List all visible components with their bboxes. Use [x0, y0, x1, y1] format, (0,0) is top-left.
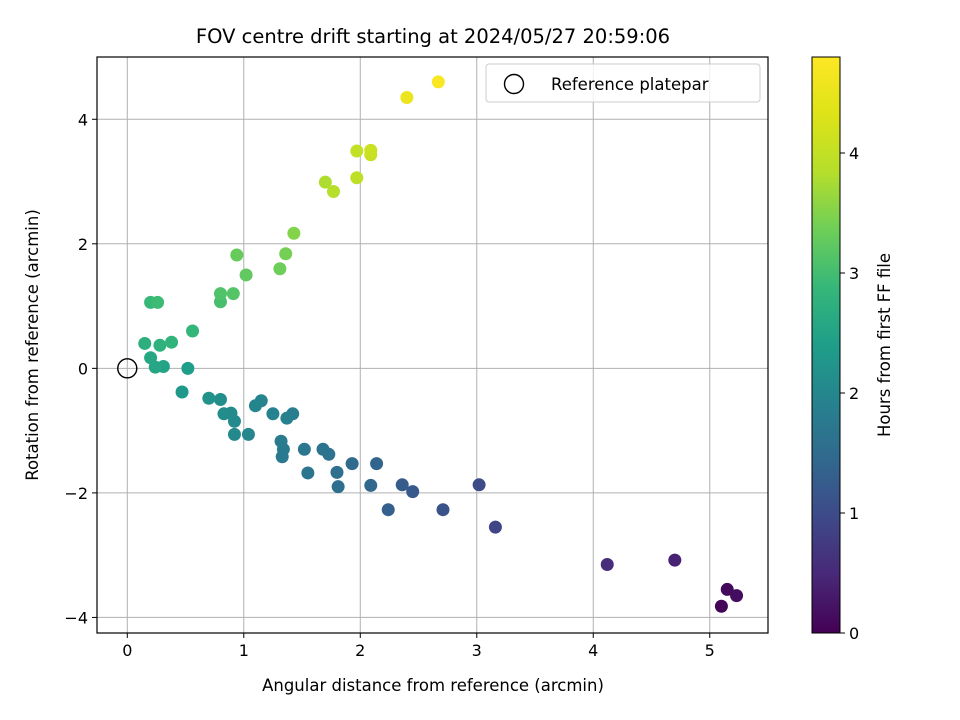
reference-marker — [117, 358, 138, 379]
colorbar-tick-label: 2 — [849, 384, 859, 403]
data-point — [730, 589, 744, 603]
data-point — [273, 262, 287, 276]
data-point — [318, 175, 332, 189]
data-point — [330, 465, 344, 479]
data-point — [213, 287, 227, 301]
data-point — [248, 399, 262, 413]
data-points — [138, 75, 744, 613]
data-point — [266, 407, 280, 421]
data-point — [227, 427, 241, 441]
data-point — [217, 407, 231, 421]
colorbar-label: Hours from first FF file — [875, 253, 894, 437]
legend: Reference platepar — [485, 63, 761, 103]
plot-frame — [96, 56, 769, 634]
colorbar-gradient — [811, 56, 841, 634]
data-point — [186, 324, 200, 338]
data-point — [326, 185, 340, 199]
data-point — [714, 599, 728, 613]
y-tick-label: −4 — [64, 608, 88, 627]
data-point — [350, 171, 364, 185]
data-point — [202, 391, 216, 405]
colorbar: 0 1 2 3 4 Hours from first FF file — [811, 56, 894, 643]
colorbar-tick-label: 0 — [849, 624, 859, 643]
x-tick-label: 5 — [705, 641, 715, 660]
y-tick-label: −2 — [64, 484, 88, 503]
data-point — [431, 75, 445, 89]
data-point — [230, 248, 244, 262]
data-point — [297, 442, 311, 456]
y-tick-label: 2 — [78, 235, 88, 254]
data-point — [239, 268, 253, 282]
data-point — [488, 520, 502, 534]
data-point — [400, 90, 414, 104]
data-point — [331, 480, 345, 494]
colorbar-tick-label: 4 — [849, 144, 859, 163]
data-point — [381, 503, 395, 517]
grid — [97, 57, 768, 633]
legend-box — [485, 63, 761, 103]
legend-marker-icon — [503, 73, 525, 95]
data-point — [472, 478, 486, 492]
data-point — [138, 336, 152, 350]
x-tick-label: 4 — [588, 641, 598, 660]
x-tick-label: 2 — [355, 641, 365, 660]
data-point — [213, 392, 227, 406]
data-point — [345, 457, 359, 471]
data-point — [370, 457, 384, 471]
data-point — [600, 558, 614, 572]
x-tick-label: 0 — [122, 641, 132, 660]
data-point — [175, 385, 189, 399]
x-axis-label: Angular distance from reference (arcmin) — [262, 676, 604, 695]
data-point — [279, 247, 293, 261]
colorbar-ticks: 0 1 2 3 4 — [840, 144, 859, 643]
x-tick-label: 1 — [239, 641, 249, 660]
data-point — [316, 442, 330, 456]
y-tick-label: 0 — [78, 359, 88, 378]
data-point — [181, 361, 195, 375]
data-point — [364, 478, 378, 492]
data-point — [153, 338, 167, 352]
x-axis: 0 1 2 3 4 5 — [122, 633, 715, 660]
y-axis-label: Rotation from reference (arcmin) — [23, 209, 42, 481]
legend-entry-reference: Reference platepar — [551, 75, 709, 94]
data-point — [720, 582, 734, 596]
data-point — [274, 434, 288, 448]
data-point — [668, 553, 682, 567]
chart-title: FOV centre drift starting at 2024/05/27 … — [196, 25, 670, 48]
data-point — [395, 478, 409, 492]
colorbar-tick-label: 3 — [849, 264, 859, 283]
data-point — [350, 144, 364, 158]
data-point — [406, 485, 420, 499]
data-point — [151, 295, 165, 309]
y-axis: −4 −2 0 2 4 — [64, 110, 97, 627]
data-point — [226, 287, 240, 301]
data-point — [241, 427, 255, 441]
data-point — [144, 351, 158, 365]
colorbar-tick-label: 1 — [849, 504, 859, 523]
reference-point-marker — [117, 358, 138, 379]
data-point — [301, 466, 315, 480]
data-point — [280, 411, 294, 425]
data-point — [436, 503, 450, 517]
data-point — [287, 226, 301, 240]
y-tick-label: 4 — [78, 110, 88, 129]
data-point — [165, 335, 179, 349]
x-tick-label: 3 — [472, 641, 482, 660]
data-point — [364, 143, 378, 157]
